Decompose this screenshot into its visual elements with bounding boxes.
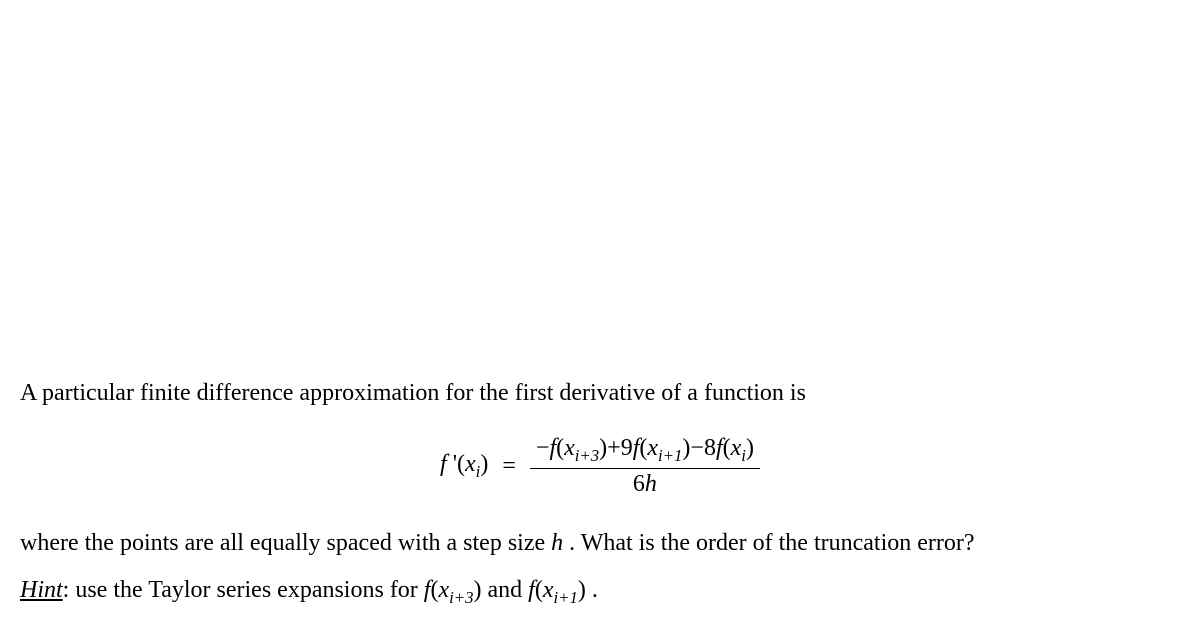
hint-sub1: i+3 <box>449 588 473 607</box>
hint-line: Hint: use the Taylor series expansions f… <box>20 577 1180 608</box>
num-minus1: − <box>536 435 550 461</box>
num-sub1: i+3 <box>575 446 599 465</box>
sym-f: f <box>440 451 447 477</box>
sym-h: h <box>551 530 563 556</box>
den-six: 6 <box>633 471 645 497</box>
sym-equals: = <box>502 453 516 480</box>
hint-sub2: i+1 <box>554 588 578 607</box>
sym-open: ( <box>457 451 465 477</box>
num-minus2: − <box>690 435 704 461</box>
num-sub2: i+1 <box>658 446 682 465</box>
num-close3: ) <box>746 435 754 461</box>
hint-x2: x <box>543 577 554 603</box>
formula-lhs: f '(xi) <box>440 451 488 482</box>
num-x1: x <box>564 435 575 461</box>
hint-label: Hint <box>20 577 63 603</box>
problem-statement: A particular finite difference approxima… <box>20 380 1180 608</box>
question-before-h: where the points are all equally spaced … <box>20 530 551 556</box>
hint-period: . <box>586 577 598 603</box>
num-open1: ( <box>556 435 564 461</box>
num-plus: + <box>607 435 621 461</box>
sym-close: ) <box>480 451 488 477</box>
den-h: h <box>645 471 657 497</box>
question-after-h: . What is the order of the truncation er… <box>563 530 974 556</box>
hint-and: and <box>482 577 529 603</box>
num-x2: x <box>647 435 658 461</box>
hint-close1: ) <box>474 577 482 603</box>
fraction-denominator: 6h <box>530 469 760 498</box>
num-x3: x <box>731 435 742 461</box>
sym-prime: ' <box>447 451 457 477</box>
fraction-numerator: −f(xi+3)+9f(xi+1)−8f(xi) <box>530 435 760 469</box>
hint-x1: x <box>438 577 449 603</box>
num-f3: f <box>716 435 723 461</box>
num-open3: ( <box>723 435 731 461</box>
finite-difference-formula: f '(xi) = −f(xi+3)+9f(xi+1)−8f(xi) 6h <box>20 435 1180 498</box>
num-nine: 9 <box>621 435 633 461</box>
hint-open2: ( <box>535 577 543 603</box>
formula-fraction: −f(xi+3)+9f(xi+1)−8f(xi) 6h <box>530 435 760 498</box>
hint-rest: : use the Taylor series expansions for <box>63 577 424 603</box>
num-close1: ) <box>599 435 607 461</box>
hint-f2: f <box>528 577 535 603</box>
intro-line: A particular finite difference approxima… <box>20 380 1180 407</box>
question-line: where the points are all equally spaced … <box>20 530 1180 557</box>
sym-x: x <box>465 451 476 477</box>
hint-close2: ) <box>578 577 586 603</box>
num-eight: 8 <box>704 435 716 461</box>
